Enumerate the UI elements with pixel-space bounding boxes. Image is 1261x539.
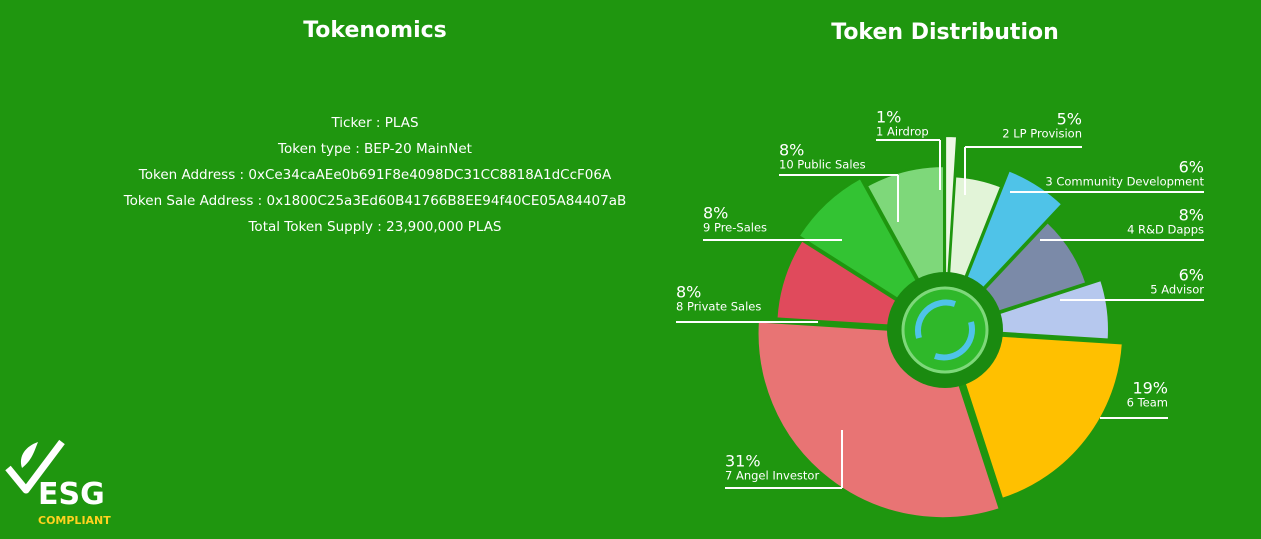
value-label: 8% [676, 283, 701, 302]
tokenomics-title: Tokenomics [303, 18, 447, 43]
slice-label: 10 Public Sales [779, 158, 866, 172]
slice-label: 9 Pre-Sales [703, 221, 767, 235]
value-label: 31% [725, 452, 761, 471]
slice-label: 2 LP Provision [1002, 127, 1082, 141]
check-icon [5, 439, 65, 494]
slice-label: 6 Team [1127, 396, 1168, 410]
value-label: 1% [876, 108, 901, 127]
info-line: Token Sale Address : 0x1800C25a3Ed60B417… [123, 193, 627, 209]
slice-label: 1 Airdrop [876, 125, 929, 139]
slice-label: 7 Angel Investor [725, 469, 819, 483]
tokenomics-lines: Ticker : PLAS Token type : BEP-20 MainNet… [60, 110, 690, 240]
slice-label: 3 Community Development [1045, 175, 1204, 189]
info-line: Token type : BEP-20 MainNet [278, 141, 472, 157]
leaf-icon [20, 442, 38, 468]
info-line: Token Address : 0xCe34caAEe0b691F8e4098D… [138, 167, 612, 183]
badge-title: ESG [38, 477, 105, 512]
value-label: 8% [703, 204, 728, 223]
esg-badge: ESG COMPLIANT [5, 439, 111, 527]
slice-label: 8 Private Sales [676, 300, 761, 314]
chart-title: Token Distribution [831, 20, 1059, 45]
info-line: Total Token Supply : 23,900,000 PLAS [248, 219, 502, 235]
logo-arrows [915, 299, 975, 361]
value-label: 5% [1057, 110, 1082, 129]
pie-slice [946, 331, 1124, 501]
value-label: 6% [1179, 158, 1204, 177]
info-line: Ticker : PLAS [331, 115, 419, 131]
value-label: 8% [1179, 206, 1204, 225]
value-label: 6% [1179, 266, 1204, 285]
slice-label: 5 Advisor [1150, 283, 1204, 297]
slice-label: 4 R&D Dapps [1127, 223, 1204, 237]
value-label: 8% [779, 141, 804, 160]
value-label: 19% [1132, 379, 1168, 398]
badge-subtitle: COMPLIANT [38, 514, 111, 527]
